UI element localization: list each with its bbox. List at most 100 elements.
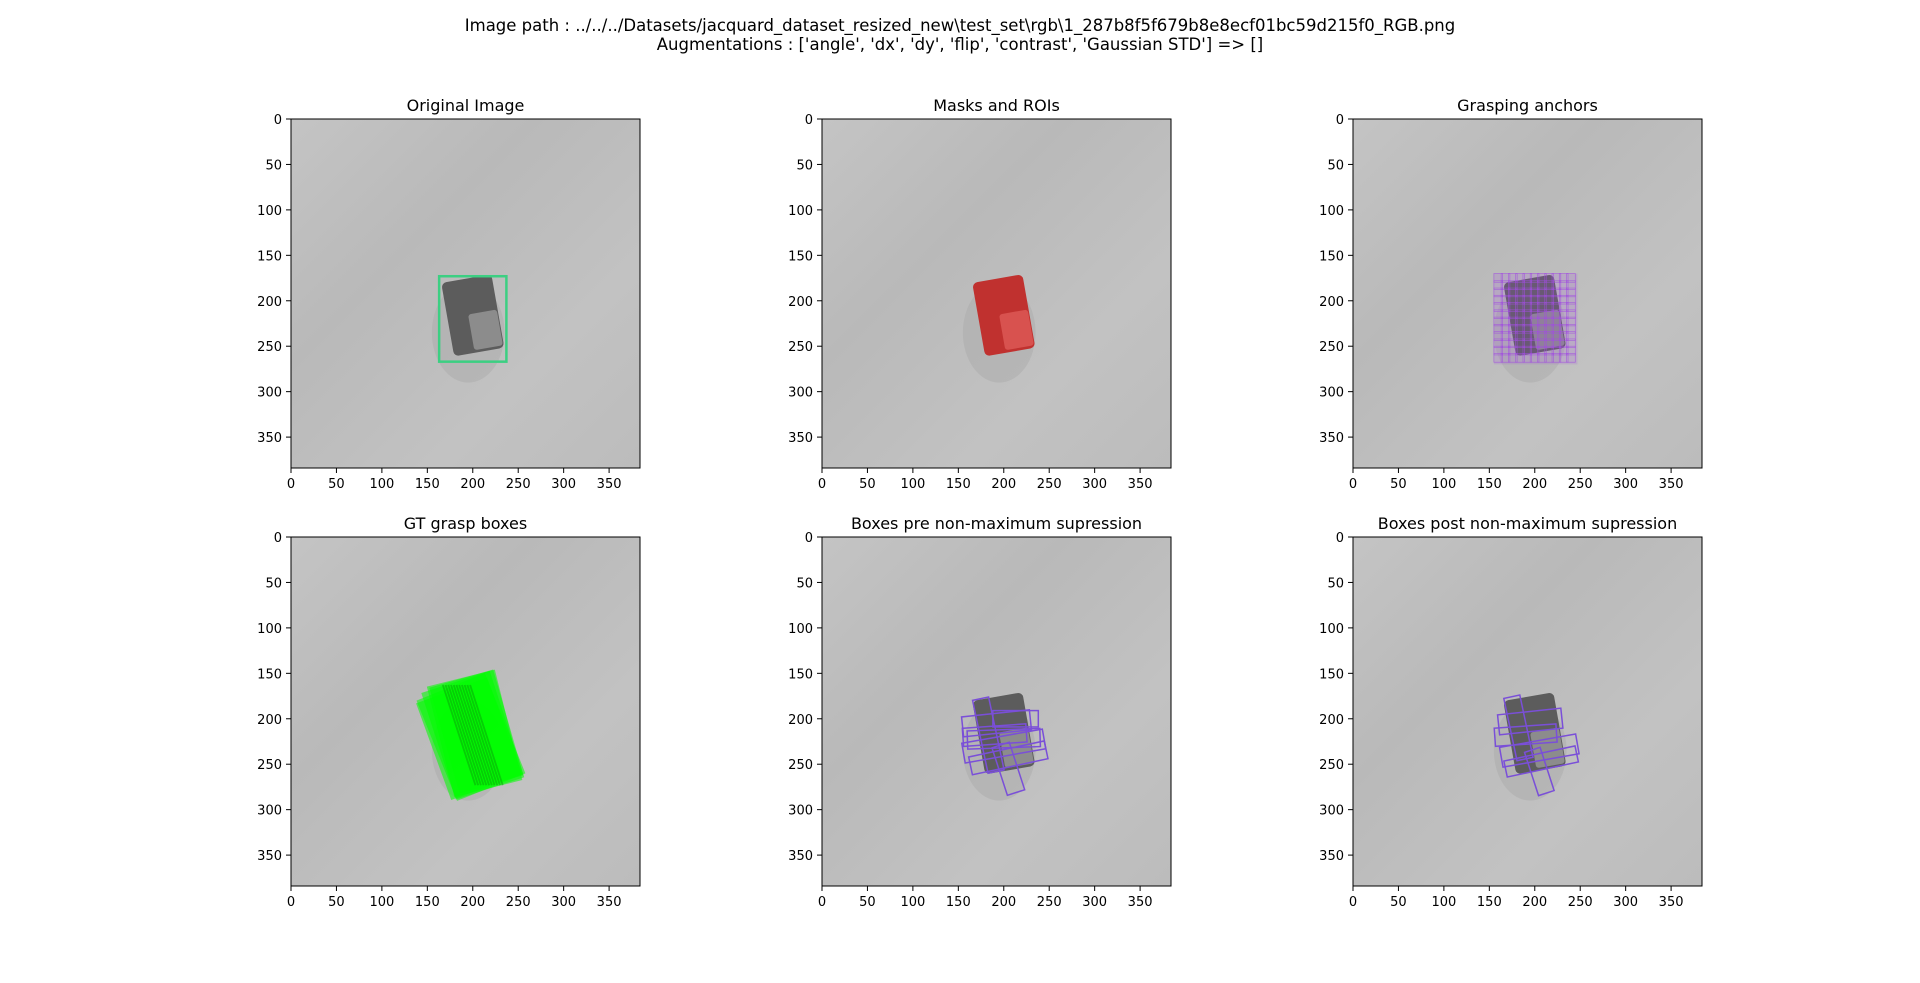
anchor-box [1537, 316, 1547, 327]
y-tick-label: 0 [274, 531, 282, 546]
anchor-box [1544, 353, 1554, 363]
y-tick-label: 250 [257, 758, 282, 773]
anchor-box [1566, 287, 1576, 298]
anchor-box [1500, 338, 1511, 349]
y-tick-label: 100 [788, 204, 813, 219]
pred-box-pre-nms [992, 709, 1040, 728]
anchor-box [1544, 294, 1554, 305]
y-tick-label: 200 [257, 713, 282, 728]
anchor-box [1522, 353, 1533, 363]
x-tick-label: 250 [1568, 895, 1593, 910]
gt-hatch [455, 684, 490, 786]
anchor-box [1529, 273, 1540, 283]
y-tick-label: 300 [788, 386, 813, 401]
anchor-box [1544, 345, 1554, 356]
anchor-box [1529, 324, 1540, 334]
anchor-box [1515, 287, 1525, 298]
y-tick-label: 350 [257, 431, 282, 446]
y-tick-label: 250 [788, 758, 813, 773]
gt-hatch [461, 684, 496, 786]
panel-title: GT grasp boxes [404, 514, 527, 533]
x-tick-label: 150 [1477, 477, 1502, 492]
axes-frame [821, 536, 1172, 887]
x-tick-label: 350 [597, 477, 622, 492]
anchor-box [1566, 294, 1576, 305]
y-tick-label: 300 [1319, 804, 1344, 819]
x-tick-label: 100 [369, 477, 394, 492]
x-tick-label: 0 [287, 477, 295, 492]
x-tick-label: 250 [506, 477, 531, 492]
anchor-box [1508, 309, 1518, 319]
x-tick-label: 300 [1613, 477, 1638, 492]
panel-pre-nms: Boxes pre non-maximum supression 0 50 100 15… [788, 514, 1172, 910]
x-tick-label: 50 [859, 895, 876, 910]
x-tick-label: 100 [1431, 895, 1456, 910]
x-tick-label: 100 [900, 477, 925, 492]
y-tick-label: 100 [1319, 622, 1344, 637]
roi-box [437, 274, 508, 363]
anchor-box [1537, 324, 1547, 334]
pred-box-pre-nms [960, 728, 1047, 764]
pred-box-pre-nms [960, 708, 1033, 738]
axes-frame [1352, 118, 1703, 469]
x-tick-label: 350 [1128, 895, 1153, 910]
x-tick-label: 250 [1568, 477, 1593, 492]
x-tick-label: 200 [460, 477, 485, 492]
anchor-box [1558, 338, 1569, 349]
anchor-box [1529, 280, 1540, 290]
y-tick-label: 100 [257, 622, 282, 637]
y-tick-label: 200 [788, 713, 813, 728]
y-tick-label: 300 [1319, 386, 1344, 401]
y-tick-label: 300 [257, 386, 282, 401]
anchor-box [1493, 287, 1503, 298]
gt-hatch [450, 684, 485, 786]
anchor-box [1515, 324, 1525, 334]
anchor-box [1537, 309, 1547, 319]
gt-hatch [441, 684, 477, 786]
anchor-box [1522, 287, 1533, 298]
panel-title: Grasping anchors [1457, 96, 1598, 115]
x-tick-label: 300 [551, 895, 576, 910]
anchor-box [1544, 324, 1554, 334]
anchor-region [1493, 273, 1578, 365]
axes-frame [821, 118, 1172, 469]
anchor-box [1544, 302, 1554, 312]
pred-box-post-nms [1496, 707, 1564, 736]
anchor-box [1537, 353, 1547, 363]
figure-title-line1: Image path : ../../../Datasets/jacquard_… [464, 16, 1456, 35]
x-tick-label: 50 [1390, 477, 1407, 492]
y-tick-label: 200 [257, 295, 282, 310]
y-tick-label: 50 [796, 576, 813, 591]
x-tick-label: 0 [1349, 895, 1357, 910]
pred-box-pre-nms [971, 696, 1005, 775]
x-tick-label: 200 [1522, 477, 1547, 492]
anchor-box [1522, 338, 1533, 349]
y-tick-label: 150 [1319, 249, 1344, 264]
x-tick-label: 150 [946, 895, 971, 910]
y-tick-label: 300 [788, 804, 813, 819]
y-tick-label: 0 [805, 531, 813, 546]
x-tick-label: 0 [1349, 477, 1357, 492]
anchor-box [1500, 309, 1511, 319]
anchor-box [1537, 287, 1547, 298]
y-tick-label: 150 [788, 249, 813, 264]
anchor-box [1493, 345, 1503, 356]
anchor-box [1558, 331, 1569, 341]
x-tick-label: 300 [1082, 477, 1107, 492]
anchor-box [1500, 331, 1511, 341]
anchor-box [1493, 316, 1503, 327]
pred-box-post-nms [1502, 694, 1534, 762]
anchor-box [1493, 294, 1503, 305]
y-tick-label: 250 [1319, 340, 1344, 355]
x-tick-label: 150 [415, 895, 440, 910]
y-tick-label: 50 [265, 158, 282, 173]
gt-hatch [463, 684, 499, 786]
anchor-box [1558, 353, 1569, 363]
anchor-box [1537, 280, 1547, 290]
x-tick-label: 200 [991, 895, 1016, 910]
y-tick-label: 50 [796, 158, 813, 173]
anchor-box [1529, 345, 1540, 356]
x-tick-label: 0 [818, 895, 826, 910]
anchor-box [1558, 287, 1569, 298]
anchor-box [1522, 294, 1533, 305]
